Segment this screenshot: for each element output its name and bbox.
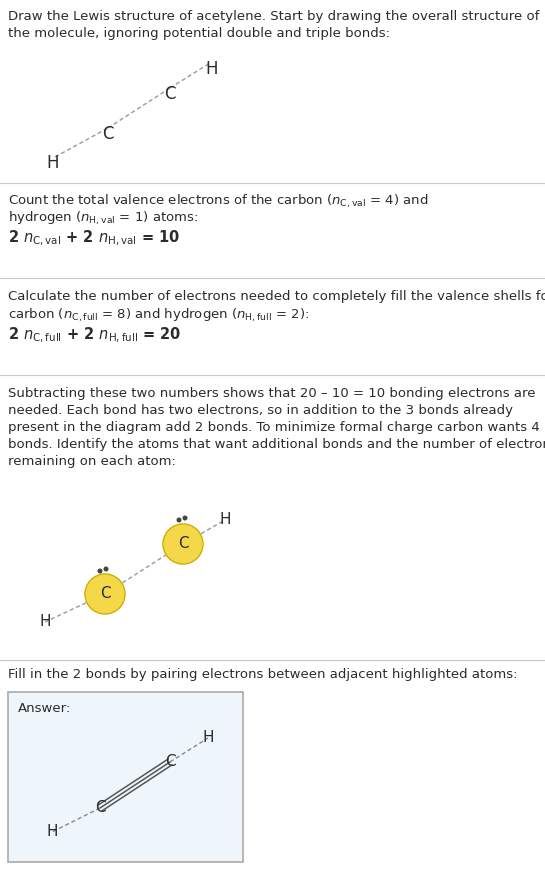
Text: Count the total valence electrons of the carbon ($n_\mathrm{C,val}$ = 4) and: Count the total valence electrons of the… [8, 193, 428, 210]
Text: 2 $n_\mathrm{C,val}$ + 2 $n_\mathrm{H,val}$ = 10: 2 $n_\mathrm{C,val}$ + 2 $n_\mathrm{H,va… [8, 229, 180, 249]
Text: H: H [47, 154, 59, 172]
Text: Subtracting these two numbers shows that 20 – 10 = 10 bonding electrons are: Subtracting these two numbers shows that… [8, 387, 536, 400]
Circle shape [163, 524, 203, 564]
Text: C: C [102, 125, 114, 143]
Text: hydrogen ($n_\mathrm{H,val}$ = 1) atoms:: hydrogen ($n_\mathrm{H,val}$ = 1) atoms: [8, 210, 198, 227]
Text: the molecule, ignoring potential double and triple bonds:: the molecule, ignoring potential double … [8, 27, 390, 40]
Text: bonds. Identify the atoms that want additional bonds and the number of electrons: bonds. Identify the atoms that want addi… [8, 438, 545, 451]
Circle shape [177, 518, 181, 521]
Text: H: H [46, 825, 58, 839]
Text: Fill in the 2 bonds by pairing electrons between adjacent highlighted atoms:: Fill in the 2 bonds by pairing electrons… [8, 668, 518, 681]
Text: remaining on each atom:: remaining on each atom: [8, 455, 176, 468]
FancyBboxPatch shape [8, 692, 243, 862]
Text: H: H [206, 60, 218, 78]
Text: H: H [219, 513, 231, 527]
Text: Calculate the number of electrons needed to completely fill the valence shells f: Calculate the number of electrons needed… [8, 290, 545, 303]
Text: C: C [100, 587, 110, 601]
Text: C: C [165, 754, 175, 770]
Circle shape [104, 567, 108, 571]
Circle shape [183, 516, 187, 520]
Text: H: H [202, 731, 214, 746]
Text: C: C [178, 536, 189, 552]
Text: C: C [95, 800, 105, 815]
Circle shape [85, 574, 125, 614]
Text: carbon ($n_\mathrm{C,full}$ = 8) and hydrogen ($n_\mathrm{H,full}$ = 2):: carbon ($n_\mathrm{C,full}$ = 8) and hyd… [8, 307, 309, 324]
Text: C: C [164, 85, 175, 103]
Text: H: H [39, 614, 51, 629]
Text: present in the diagram add 2 bonds. To minimize formal charge carbon wants 4: present in the diagram add 2 bonds. To m… [8, 421, 540, 434]
Text: Draw the Lewis structure of acetylene. Start by drawing the overall structure of: Draw the Lewis structure of acetylene. S… [8, 10, 540, 23]
Text: Answer:: Answer: [18, 702, 71, 715]
Circle shape [98, 569, 102, 573]
Text: needed. Each bond has two electrons, so in addition to the 3 bonds already: needed. Each bond has two electrons, so … [8, 404, 513, 417]
Text: 2 $n_\mathrm{C,full}$ + 2 $n_\mathrm{H,full}$ = 20: 2 $n_\mathrm{C,full}$ + 2 $n_\mathrm{H,f… [8, 326, 181, 345]
